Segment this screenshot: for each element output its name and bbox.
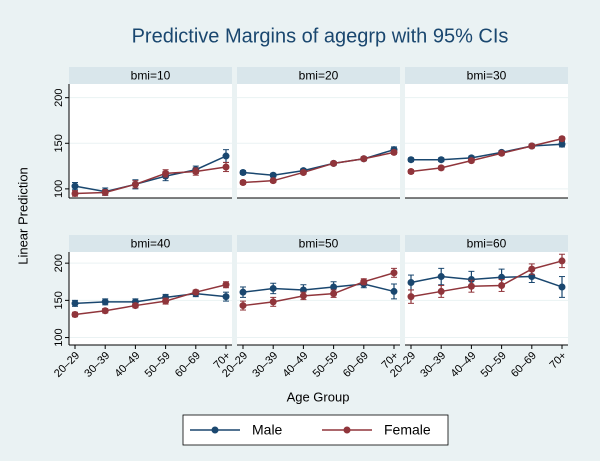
- strip: [405, 235, 568, 252]
- line: [74, 166, 227, 195]
- point: [330, 283, 338, 291]
- point: [467, 157, 475, 165]
- point: [162, 297, 170, 305]
- y-tick-label: 100: [53, 328, 65, 346]
- point: [437, 156, 445, 164]
- strip: [69, 67, 232, 84]
- strip: [405, 67, 568, 84]
- point: [330, 159, 338, 167]
- point: [299, 168, 307, 176]
- point: [222, 163, 230, 171]
- plot-area: [69, 252, 232, 345]
- line: [74, 155, 227, 193]
- legend-marker: [343, 426, 351, 434]
- point: [222, 281, 230, 289]
- x-axis-label: Age Group: [287, 389, 350, 404]
- line: [242, 272, 395, 307]
- line: [410, 275, 563, 288]
- legend-label: Male: [252, 422, 283, 438]
- point: [192, 168, 200, 176]
- line: [242, 151, 395, 184]
- strip: [237, 67, 400, 84]
- plot-area: [405, 252, 568, 345]
- point: [437, 164, 445, 172]
- plot-area: [405, 84, 568, 198]
- strip: [237, 235, 400, 252]
- line: [410, 260, 563, 298]
- panel-title: bmi=40: [131, 237, 171, 251]
- strip: [69, 235, 232, 252]
- point: [407, 168, 415, 176]
- point: [467, 282, 475, 290]
- point: [390, 269, 398, 277]
- point: [437, 287, 445, 295]
- point: [360, 155, 368, 163]
- point: [71, 189, 79, 197]
- point: [269, 284, 277, 292]
- point: [239, 302, 247, 310]
- y-tick-label: 200: [53, 89, 65, 107]
- point: [407, 156, 415, 164]
- point: [330, 290, 338, 298]
- y-tick-label: 200: [53, 254, 65, 272]
- y-tick-label: 100: [53, 180, 65, 198]
- legend-label: Female: [384, 422, 431, 438]
- plot-area: [237, 84, 400, 198]
- point: [558, 257, 566, 265]
- line: [242, 283, 395, 293]
- panel-title: bmi=20: [299, 69, 339, 83]
- point: [407, 293, 415, 301]
- point: [390, 148, 398, 156]
- point: [269, 298, 277, 306]
- point: [222, 293, 230, 301]
- line: [74, 292, 227, 305]
- y-axis-label: Linear Prediction: [15, 167, 30, 265]
- point: [498, 149, 506, 157]
- point: [131, 180, 139, 188]
- point: [71, 182, 79, 190]
- point: [101, 307, 109, 315]
- point: [528, 265, 536, 273]
- point: [71, 310, 79, 318]
- point: [162, 169, 170, 177]
- point: [222, 152, 230, 160]
- y-tick-label: 150: [53, 134, 65, 152]
- point: [239, 288, 247, 296]
- panel-title: bmi=30: [467, 69, 507, 83]
- point: [407, 279, 415, 287]
- point: [269, 177, 277, 185]
- point: [239, 168, 247, 176]
- point: [299, 292, 307, 300]
- point: [390, 287, 398, 295]
- point: [192, 288, 200, 296]
- plot-area: [237, 252, 400, 345]
- panel-title: bmi=60: [467, 237, 507, 251]
- point: [101, 298, 109, 306]
- point: [239, 178, 247, 186]
- line: [74, 284, 227, 316]
- point: [558, 283, 566, 291]
- panel-title: bmi=50: [299, 237, 339, 251]
- point: [437, 273, 445, 281]
- point: [528, 142, 536, 150]
- point: [498, 281, 506, 289]
- line: [411, 143, 563, 161]
- panel-title: bmi=10: [131, 69, 171, 83]
- point: [558, 135, 566, 143]
- chart-title: Predictive Margins of agegrp with 95% CI…: [132, 25, 509, 47]
- y-tick-label: 150: [53, 291, 65, 309]
- point: [558, 140, 566, 148]
- point: [269, 171, 277, 179]
- point: [101, 189, 109, 197]
- legend-marker: [211, 426, 219, 434]
- point: [467, 276, 475, 284]
- point: [360, 278, 368, 286]
- point: [131, 302, 139, 310]
- point: [71, 299, 79, 307]
- line: [410, 137, 563, 173]
